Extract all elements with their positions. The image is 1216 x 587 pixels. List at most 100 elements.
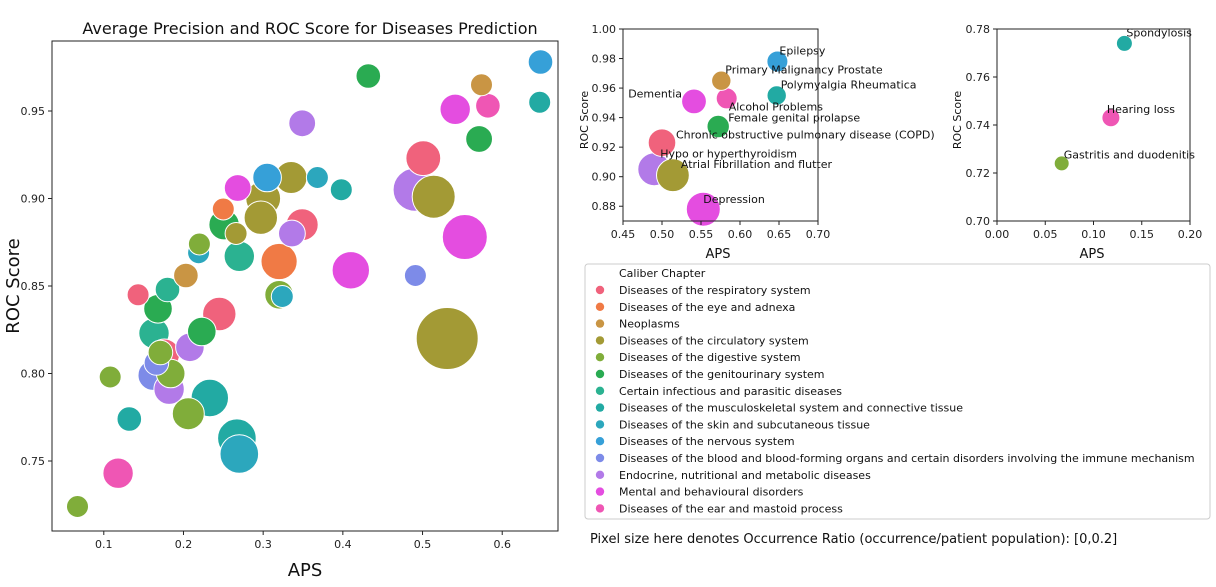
legend-swatch-digestive xyxy=(595,353,605,362)
legend-label-digestive: Diseases of the digestive system xyxy=(619,351,801,364)
zoom-low-ytick-label: 0.70 xyxy=(966,215,991,228)
zoom-chart-high-xlabel: APS xyxy=(706,247,731,262)
zoom-low-ytick-label: 0.74 xyxy=(966,119,991,132)
legend-swatch-respiratory xyxy=(595,285,605,295)
legend-swatch-endocrine xyxy=(595,470,605,479)
main-point xyxy=(98,365,122,389)
legend: Caliber Chapter Diseases of the respirat… xyxy=(584,263,1211,520)
zoom-chart-low-ticks: 0.00 0.05 0.10 0.15 0.20 0.70 0.72 0.74 0.76 0.78 xyxy=(966,23,1203,241)
zoom-high-point-label: Hypo or hyperthyroidism xyxy=(660,147,797,160)
zoom-chart-high-ylabel: ROC Score xyxy=(578,91,591,150)
main-point xyxy=(270,285,294,308)
main-ytick-label: 0.75 xyxy=(21,455,46,468)
main-point xyxy=(211,197,235,221)
zoom-high-point-label: Atrial Fibrillation and flutter xyxy=(681,158,833,171)
zoom-high-xtick-label: 0.50 xyxy=(650,228,675,241)
legend-frame xyxy=(584,263,1211,520)
main-chart: Average Precision and ROC Score for Dise… xyxy=(3,19,559,581)
zoom-high-ytick-label: 0.98 xyxy=(592,53,617,66)
main-ytick-label: 0.90 xyxy=(21,193,46,206)
legend-swatch-ear xyxy=(595,504,605,513)
legend-label-nervous: Diseases of the nervous system xyxy=(619,435,795,448)
main-point xyxy=(187,232,211,256)
main-point xyxy=(116,406,143,432)
zoom-high-point xyxy=(711,70,732,91)
main-point xyxy=(147,339,174,366)
main-point xyxy=(475,93,501,119)
zoom-chart-low: Spondylosis Hearing loss Gastritis and duo… xyxy=(951,23,1202,262)
main-xtick-label: 0.6 xyxy=(493,538,511,551)
legend-swatch-infectious xyxy=(595,386,605,395)
legend-label-respiratory: Diseases of the respiratory system xyxy=(619,284,811,297)
main-point xyxy=(66,495,89,518)
zoom-high-point-label: Depression xyxy=(703,193,765,206)
legend-swatch-genitourinary xyxy=(595,369,605,379)
main-chart-ylabel: ROC Score xyxy=(3,238,24,333)
zoom-low-point xyxy=(1115,34,1133,52)
zoom-low-point xyxy=(1101,108,1121,128)
main-point xyxy=(288,109,317,138)
zoom-low-xtick-label: 0.00 xyxy=(985,228,1010,241)
zoom-low-ytick-label: 0.76 xyxy=(966,71,991,84)
main-point xyxy=(252,162,282,193)
main-ytick-label: 0.85 xyxy=(21,280,46,293)
zoom-high-point-label: Polymyalgia Rheumatica xyxy=(781,79,917,92)
zoom-high-ytick-label: 0.88 xyxy=(592,200,617,213)
main-point xyxy=(439,93,471,126)
main-point xyxy=(154,276,181,303)
zoom-chart-high: Epilepsy Primary Malignancy Prostate Polym… xyxy=(578,23,935,262)
main-point xyxy=(223,240,256,272)
main-xtick-label: 0.2 xyxy=(175,538,193,551)
legend-label-neoplasms: Neoplasms xyxy=(619,318,680,331)
main-point xyxy=(528,90,552,114)
main-point xyxy=(173,262,199,289)
zoom-low-xtick-label: 0.20 xyxy=(1178,228,1203,241)
zoom-low-point-label: Gastritis and duodenitis xyxy=(1064,148,1196,161)
zoom-high-point-label: Epilepsy xyxy=(779,45,826,58)
zoom-high-point xyxy=(656,158,690,193)
main-point xyxy=(470,73,493,97)
legend-label-circulatory: Diseases of the circulatory system xyxy=(619,334,809,347)
zoom-high-ytick-label: 1.00 xyxy=(592,23,617,36)
main-xtick-label: 0.1 xyxy=(95,538,113,551)
zoom-high-xtick-label: 0.45 xyxy=(611,228,636,241)
zoom-high-xtick-label: 0.70 xyxy=(806,228,831,241)
zoom-high-point xyxy=(685,191,721,227)
main-point xyxy=(411,174,456,219)
main-ytick-label: 0.80 xyxy=(21,368,46,381)
zoom-high-point-label: Chronic obstructive pulmonary disease (C… xyxy=(676,129,935,142)
legend-swatch-blood xyxy=(595,453,605,463)
zoom-high-xtick-label: 0.55 xyxy=(689,228,714,241)
legend-swatch-neoplasms xyxy=(595,319,605,328)
zoom-high-ytick-label: 0.96 xyxy=(592,82,617,95)
legend-swatch-mental xyxy=(595,487,605,496)
main-point xyxy=(403,264,427,287)
legend-swatch-circulatory xyxy=(595,336,605,345)
legend-label-blood: Diseases of the blood and blood-forming … xyxy=(619,452,1195,465)
zoom-low-point-label: Hearing loss xyxy=(1107,103,1175,116)
zoom-low-xtick-label: 0.15 xyxy=(1130,228,1155,241)
zoom-high-point-label: Primary Malignancy Prostate xyxy=(725,64,883,77)
legend-label-eye: Diseases of the eye and adnexa xyxy=(619,301,795,314)
main-point xyxy=(223,174,252,202)
legend-swatch-musculoskeletal xyxy=(595,403,605,412)
main-point xyxy=(171,397,205,431)
zoom-high-point xyxy=(647,128,677,157)
legend-swatch-skin xyxy=(595,420,605,429)
main-point xyxy=(219,434,260,474)
zoom-high-ytick-label: 0.94 xyxy=(592,112,617,125)
zoom-chart-high-frame xyxy=(622,28,819,222)
main-point xyxy=(243,200,278,235)
main-point xyxy=(126,283,150,307)
legend-title: Caliber Chapter xyxy=(619,267,706,280)
zoom-low-point xyxy=(1053,155,1070,172)
zoom-low-xtick-label: 0.10 xyxy=(1081,228,1106,241)
zoom-high-point xyxy=(766,50,789,73)
zoom-chart-low-xlabel: APS xyxy=(1080,247,1105,262)
main-point xyxy=(260,242,298,281)
zoom-chart-high-marks: Epilepsy Primary Malignancy Prostate Polym… xyxy=(628,45,935,227)
main-point xyxy=(355,63,382,89)
main-ytick-label: 0.95 xyxy=(21,105,46,118)
main-point xyxy=(305,166,329,189)
